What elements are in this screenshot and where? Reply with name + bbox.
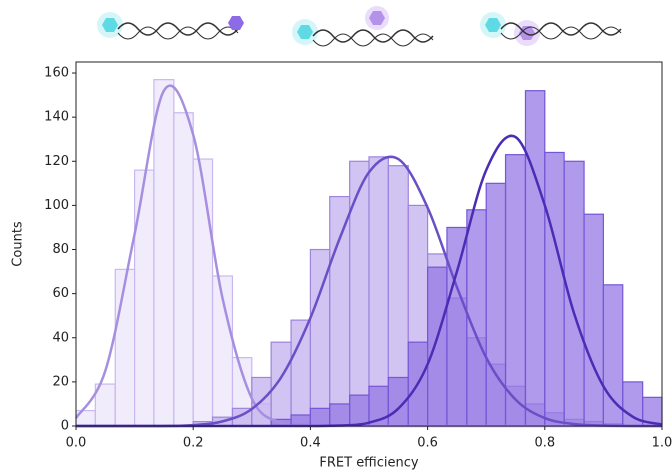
histogram-bar bbox=[192, 158, 214, 427]
y-tick-label: 0 bbox=[61, 419, 69, 434]
x-tick-label: 0.8 bbox=[534, 436, 555, 451]
histogram-bar bbox=[544, 151, 565, 427]
histogram-bar bbox=[349, 394, 370, 427]
x-tick-label: 0.2 bbox=[183, 436, 204, 451]
dna-icon bbox=[292, 6, 434, 47]
y-tick-label: 60 bbox=[52, 286, 69, 301]
histogram-bar bbox=[427, 266, 448, 427]
y-tick-label: 40 bbox=[52, 330, 69, 345]
illustrations bbox=[97, 6, 622, 47]
y-tick-label: 80 bbox=[52, 242, 69, 257]
histogram-bar bbox=[485, 182, 507, 427]
histogram-bar bbox=[583, 213, 605, 427]
plot-frame bbox=[75, 61, 663, 427]
histogram-bar bbox=[602, 284, 624, 427]
x-tick-label: 0.6 bbox=[417, 436, 438, 451]
histogram-bar bbox=[329, 403, 351, 427]
y-tick-label: 160 bbox=[44, 66, 69, 81]
histogram-bar bbox=[368, 156, 389, 427]
dna-icon bbox=[97, 12, 244, 40]
histogram-bar bbox=[290, 319, 312, 427]
histogram-bar bbox=[114, 268, 136, 427]
y-tick-label: 100 bbox=[44, 198, 69, 213]
histogram-bar bbox=[290, 414, 312, 427]
histogram-bar bbox=[134, 169, 155, 427]
histogram-bar bbox=[173, 112, 194, 427]
x-tick-label: 1.0 bbox=[652, 436, 672, 451]
x-axis-label: FRET efficiency bbox=[319, 456, 419, 471]
histogram-bar bbox=[524, 90, 546, 427]
y-tick-label: 140 bbox=[44, 110, 69, 125]
histogram-bar bbox=[270, 341, 292, 427]
y-tick-label: 120 bbox=[44, 154, 69, 169]
dna-icon bbox=[480, 12, 622, 46]
histogram-bar bbox=[446, 226, 468, 427]
x-tick-label: 0.4 bbox=[300, 436, 321, 451]
histogram-bar bbox=[309, 407, 331, 427]
x-tick-label: 0.0 bbox=[66, 436, 87, 451]
y-tick-label: 20 bbox=[52, 374, 69, 389]
histogram-bar bbox=[153, 79, 175, 427]
histogram-bar bbox=[329, 195, 351, 427]
histogram-bar bbox=[349, 160, 370, 427]
histogram-bar bbox=[504, 154, 527, 427]
y-axis-label: Counts bbox=[11, 221, 26, 267]
